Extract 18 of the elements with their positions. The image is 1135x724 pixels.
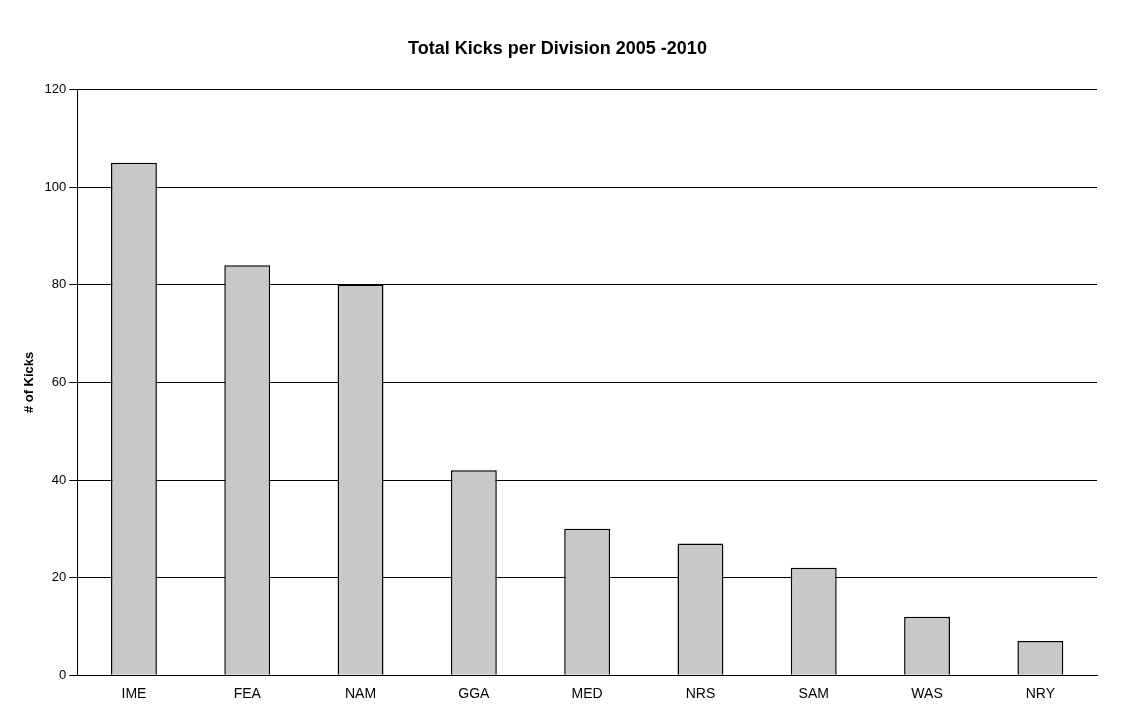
y-tick-label: 60	[51, 373, 67, 389]
chart-title: Total Kicks per Division 2005 -2010	[408, 37, 707, 58]
x-tick-label: NAM	[344, 685, 377, 702]
y-tick-label: 100	[44, 178, 67, 194]
y-tick-label: 80	[51, 276, 67, 292]
y-tick-label: 120	[44, 81, 67, 97]
y-axis-title: # of Kicks	[21, 351, 37, 414]
x-tick-label: SAM	[798, 685, 829, 702]
x-tick-label: MED	[571, 685, 603, 702]
x-tick-label: NRS	[685, 685, 716, 702]
x-tick-label: IME	[121, 685, 147, 702]
x-tick-label: GGA	[458, 685, 491, 702]
y-tick-label: 20	[51, 569, 67, 585]
x-tick-label: FEA	[233, 685, 262, 702]
x-tick-label: NRY	[1025, 685, 1056, 702]
x-tick-label: WAS	[911, 685, 943, 702]
y-tick-label: 40	[51, 471, 67, 487]
y-tick-label: 0	[59, 666, 67, 682]
